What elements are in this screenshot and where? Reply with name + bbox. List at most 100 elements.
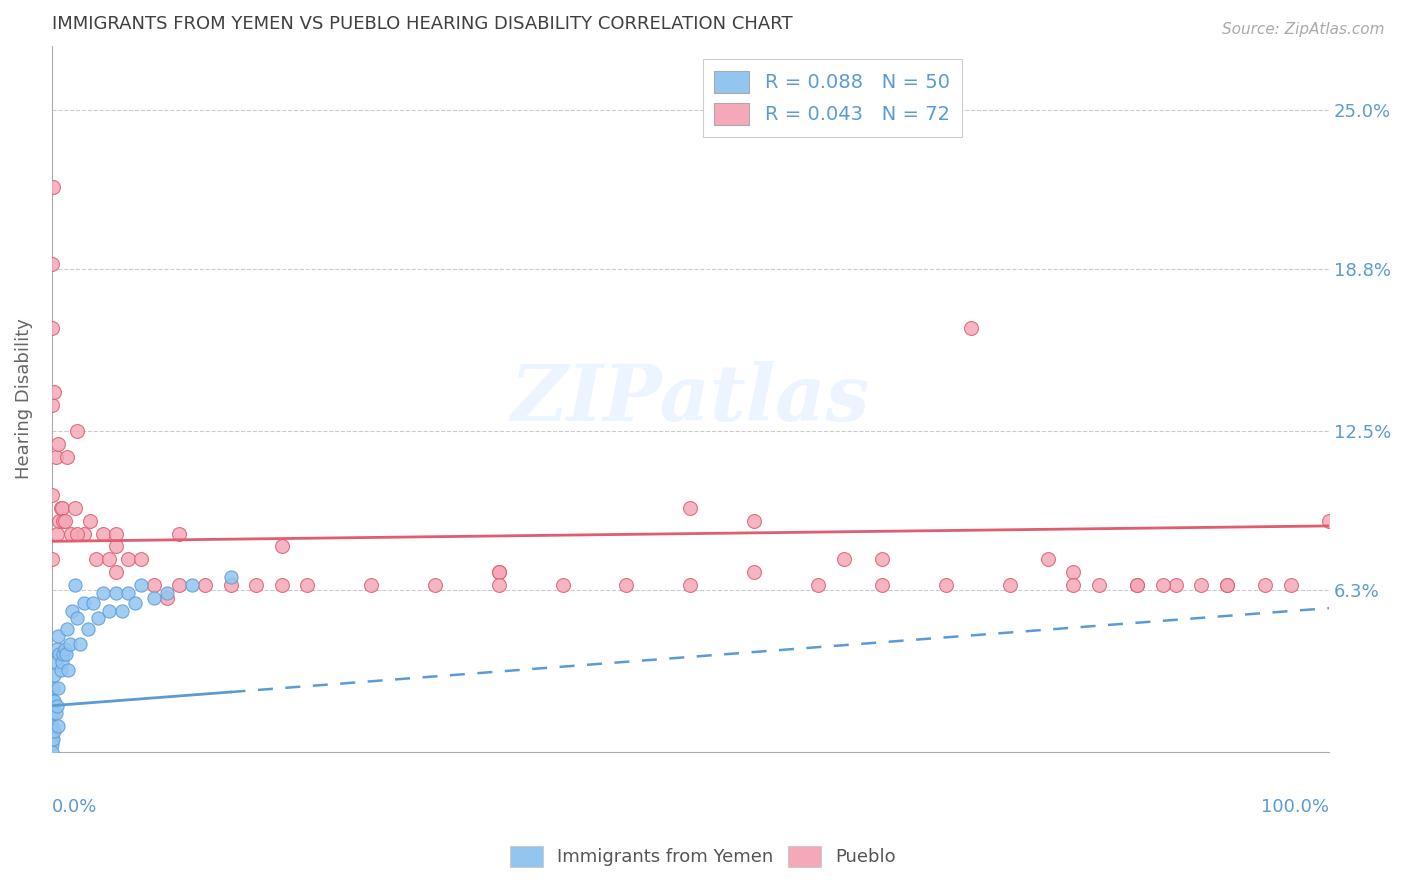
Point <box>1126 578 1149 592</box>
Point <box>46 629 69 643</box>
Point <box>66 611 89 625</box>
Point <box>41 698 63 713</box>
Point <box>616 578 638 592</box>
Point <box>1279 578 1302 592</box>
Point <box>832 552 855 566</box>
Point <box>41 745 63 759</box>
Point <box>551 578 574 592</box>
Point <box>1189 578 1212 592</box>
Point <box>270 540 292 554</box>
Point <box>45 655 67 669</box>
Point <box>66 424 89 438</box>
Point <box>53 642 76 657</box>
Point <box>156 585 179 599</box>
Point <box>423 578 446 592</box>
Point <box>360 578 382 592</box>
Point <box>488 578 510 592</box>
Text: ZIPatlas: ZIPatlas <box>510 360 870 437</box>
Point <box>124 596 146 610</box>
Point <box>142 591 165 605</box>
Point <box>1152 578 1174 592</box>
Point <box>45 450 67 464</box>
Y-axis label: Hearing Disability: Hearing Disability <box>15 318 32 479</box>
Point <box>156 591 179 605</box>
Point <box>66 526 89 541</box>
Point <box>55 648 77 662</box>
Point <box>60 604 83 618</box>
Point <box>82 596 104 610</box>
Point <box>98 604 121 618</box>
Point <box>41 257 63 271</box>
Point <box>73 526 96 541</box>
Point <box>488 565 510 579</box>
Point <box>42 706 65 721</box>
Point <box>488 565 510 579</box>
Point <box>41 321 63 335</box>
Point <box>41 706 63 721</box>
Point <box>41 724 63 739</box>
Point <box>1215 578 1237 592</box>
Point <box>59 637 82 651</box>
Point <box>111 604 134 618</box>
Point <box>169 526 191 541</box>
Point <box>56 450 79 464</box>
Point <box>1062 578 1084 592</box>
Point <box>45 698 67 713</box>
Point <box>1036 552 1059 566</box>
Text: IMMIGRANTS FROM YEMEN VS PUEBLO HEARING DISABILITY CORRELATION CHART: IMMIGRANTS FROM YEMEN VS PUEBLO HEARING … <box>52 15 793 33</box>
Point <box>129 578 152 592</box>
Text: Source: ZipAtlas.com: Source: ZipAtlas.com <box>1222 22 1385 37</box>
Point <box>960 321 983 335</box>
Point <box>56 622 79 636</box>
Text: 0.0%: 0.0% <box>52 797 97 816</box>
Point <box>181 578 204 592</box>
Point <box>42 681 65 695</box>
Point <box>270 578 292 592</box>
Point <box>1215 578 1237 592</box>
Point <box>1254 578 1277 592</box>
Point <box>52 514 75 528</box>
Point <box>41 719 63 733</box>
Point <box>679 500 702 515</box>
Point <box>41 737 63 751</box>
Point <box>44 724 66 739</box>
Legend: Immigrants from Yemen, Pueblo: Immigrants from Yemen, Pueblo <box>503 838 903 874</box>
Point <box>51 655 73 669</box>
Point <box>58 663 80 677</box>
Point <box>295 578 318 592</box>
Point <box>53 514 76 528</box>
Point <box>48 514 70 528</box>
Point <box>79 514 101 528</box>
Point <box>104 565 127 579</box>
Point <box>76 622 98 636</box>
Point <box>245 578 267 592</box>
Point <box>63 578 86 592</box>
Point <box>41 488 63 502</box>
Point <box>129 552 152 566</box>
Point <box>142 578 165 592</box>
Point <box>41 732 63 747</box>
Point <box>46 681 69 695</box>
Point <box>935 578 957 592</box>
Point <box>59 526 82 541</box>
Point <box>1062 565 1084 579</box>
Text: 100.0%: 100.0% <box>1261 797 1329 816</box>
Point <box>1164 578 1187 592</box>
Point <box>1088 578 1111 592</box>
Point <box>44 693 66 707</box>
Point <box>42 732 65 747</box>
Point <box>219 578 242 592</box>
Point <box>194 578 217 592</box>
Point <box>46 436 69 450</box>
Point <box>104 526 127 541</box>
Point <box>51 500 73 515</box>
Point <box>91 526 114 541</box>
Point <box>169 578 191 592</box>
Point <box>104 540 127 554</box>
Point <box>998 578 1021 592</box>
Point <box>41 693 63 707</box>
Point <box>1126 578 1149 592</box>
Point <box>742 565 765 579</box>
Point <box>117 552 139 566</box>
Point <box>870 578 893 592</box>
